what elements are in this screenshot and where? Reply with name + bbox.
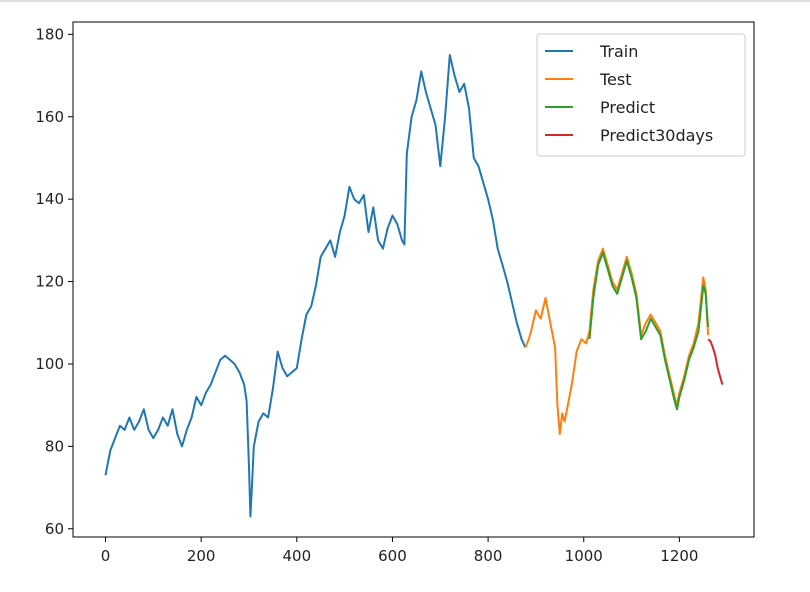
axes-frame xyxy=(72,21,755,538)
x-tick-label: 200 xyxy=(187,547,216,565)
x-tick-label: 1200 xyxy=(660,547,698,565)
x-tick-label: 0 xyxy=(101,547,111,565)
y-tick-label: 120 xyxy=(35,273,64,291)
y-tick-label: 100 xyxy=(35,355,64,373)
series-layer xyxy=(104,54,724,518)
series-line-train xyxy=(104,54,527,518)
y-tick-label: 80 xyxy=(45,437,64,455)
y-tick-label: 140 xyxy=(35,190,64,208)
top-divider xyxy=(0,0,810,2)
x-tick-label: 600 xyxy=(378,547,407,565)
x-tick-label: 800 xyxy=(474,547,503,565)
legend: Train Test Predict Predict30days xyxy=(536,33,746,157)
series-line-predict30days xyxy=(707,338,724,385)
legend-label-test: Test xyxy=(599,70,632,89)
y-axis-ticks: 60 80 100 120 140 160 180 xyxy=(35,25,73,538)
x-tick-label: 400 xyxy=(282,547,311,565)
y-tick-label: 160 xyxy=(35,108,64,126)
y-tick-label: 180 xyxy=(35,25,64,43)
legend-label-predict30days: Predict30days xyxy=(600,126,713,145)
legend-box xyxy=(536,33,746,157)
y-tick-label: 60 xyxy=(45,520,64,538)
x-axis-ticks: 0 200 400 600 800 1000 1200 xyxy=(101,537,698,565)
series-line-test xyxy=(524,247,710,435)
legend-label-train: Train xyxy=(599,42,638,61)
legend-label-predict: Predict xyxy=(600,98,655,117)
series-line-predict xyxy=(588,251,710,411)
x-tick-label: 1000 xyxy=(565,547,603,565)
